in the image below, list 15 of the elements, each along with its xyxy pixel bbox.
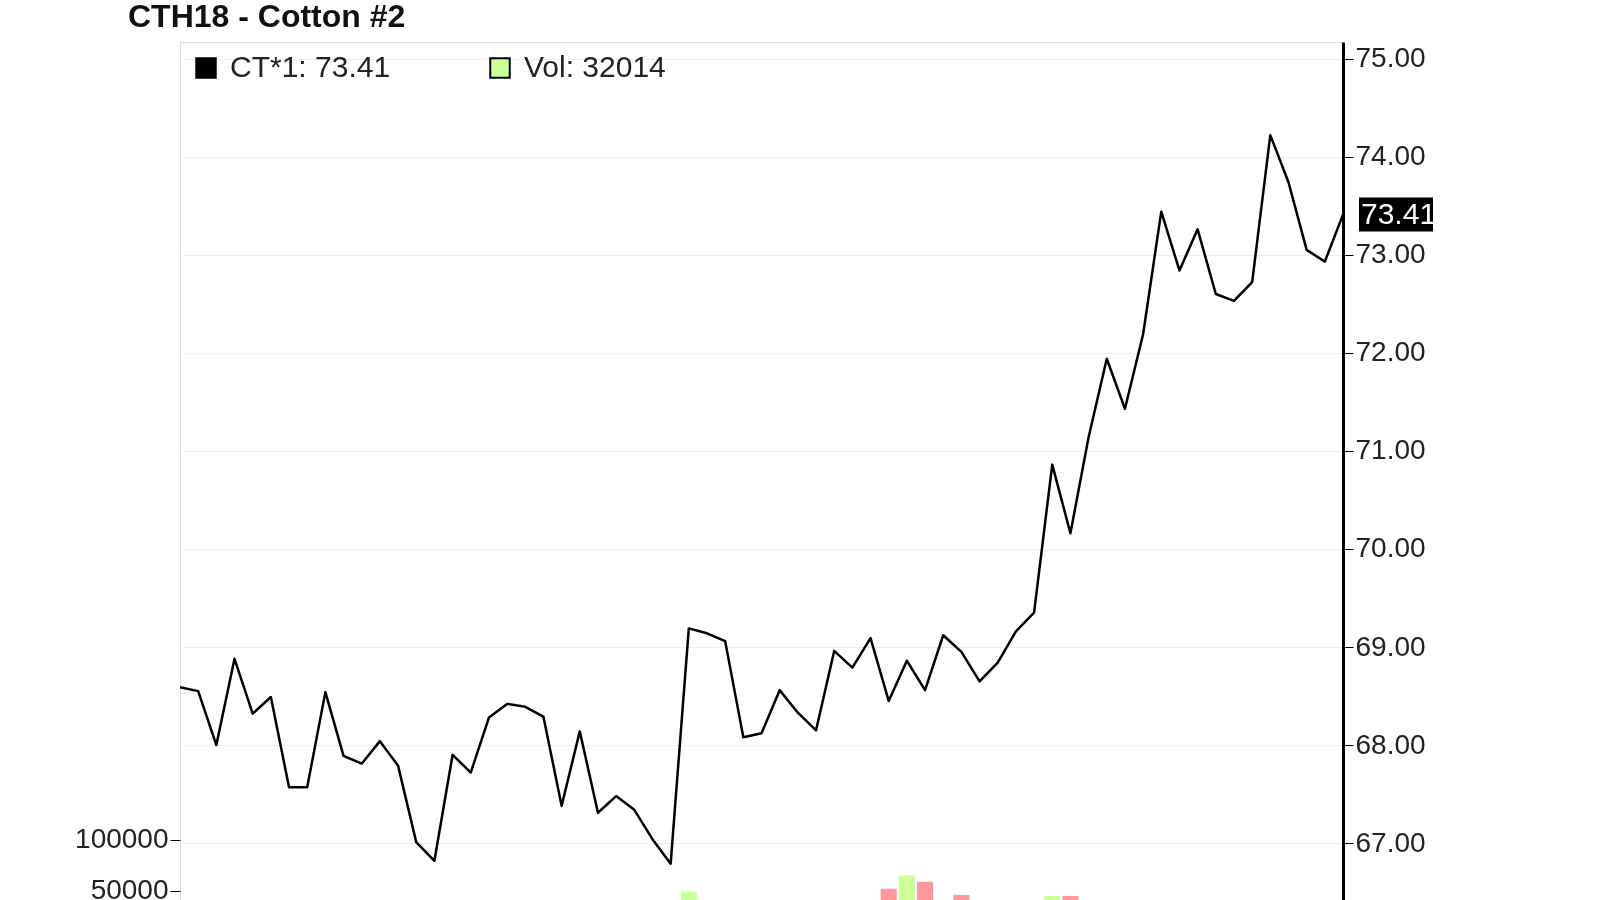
legend-label: Vol: 32014 <box>524 50 666 83</box>
y-tick-label: 74.00 <box>1355 140 1426 172</box>
text: 73.41 <box>1361 196 1437 230</box>
y2-tick-label: 50000 <box>90 874 169 900</box>
chart-title: CTH18 - Cotton #2 <box>128 0 406 34</box>
y2-tick-label: 100000 <box>75 823 169 855</box>
y-tick-label: 75.00 <box>1355 42 1426 74</box>
y-tick-label: 67.00 <box>1355 826 1426 858</box>
y-tick-label: 70.00 <box>1355 532 1426 564</box>
y-tick-label: 72.00 <box>1355 336 1426 368</box>
y-tick-label: 68.00 <box>1355 728 1426 760</box>
y-tick-label: 69.00 <box>1355 630 1426 662</box>
legend-label: CT*1: 73.41 <box>230 50 391 83</box>
y-tick-label: 71.00 <box>1355 434 1426 466</box>
y-tick-label: 73.00 <box>1355 238 1426 270</box>
